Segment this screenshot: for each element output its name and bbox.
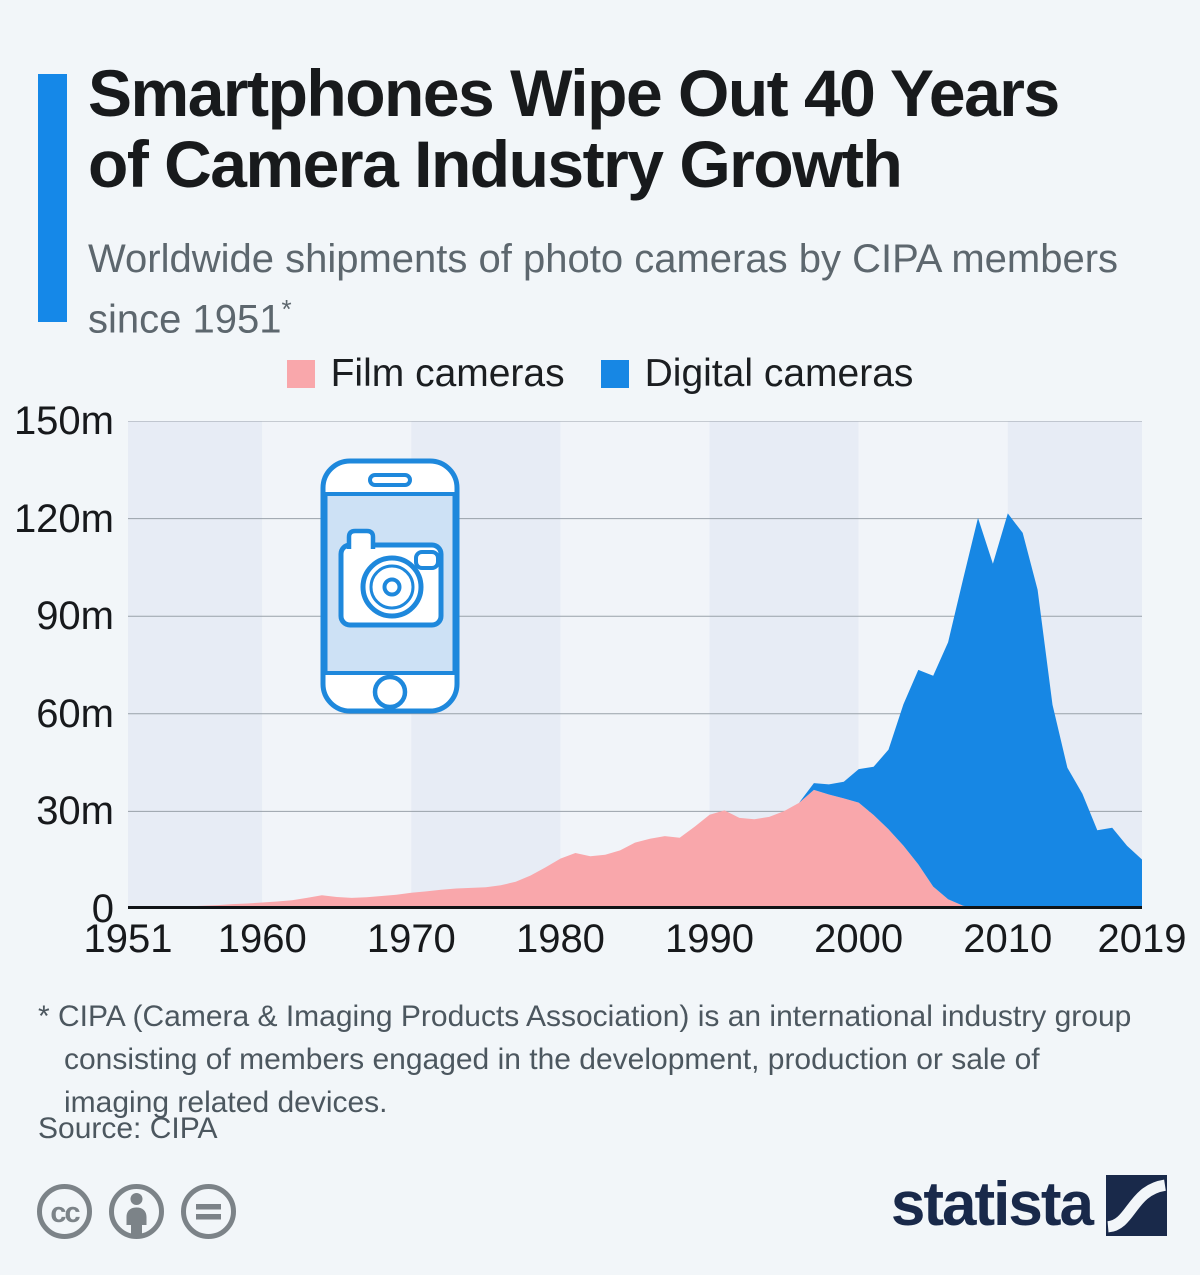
y-axis-tick-label: 90m bbox=[36, 594, 114, 639]
x-axis-tick-label: 2019 bbox=[1097, 917, 1187, 961]
legend-label: Digital cameras bbox=[644, 352, 914, 395]
y-axis-tick-label: 150m bbox=[13, 399, 114, 443]
x-axis-tick-label: 1951 bbox=[83, 917, 173, 961]
area-chart-plot bbox=[128, 421, 1142, 909]
subtitle-text: Worldwide shipments of photo cameras by … bbox=[88, 237, 1119, 342]
legend-swatch bbox=[286, 360, 315, 388]
x-axis-tick-label: 1980 bbox=[515, 917, 605, 961]
source-text: Source: CIPA bbox=[38, 1112, 218, 1145]
legend-item-digital-cameras: Digital cameras bbox=[600, 352, 914, 396]
x-axis-tick-label: 1990 bbox=[665, 917, 755, 961]
digital-cameras-area bbox=[128, 513, 1142, 909]
y-axis-tick-label: 30m bbox=[36, 789, 114, 834]
camera-flash bbox=[414, 550, 440, 570]
x-axis-tick-label: 2010 bbox=[963, 917, 1053, 961]
camera-lens-center bbox=[382, 577, 402, 597]
page-subtitle: Worldwide shipments of photo cameras by … bbox=[88, 234, 1178, 344]
page-title: Smartphones Wipe Out 40 Years of Camera … bbox=[88, 56, 1060, 201]
chart-legend: Film cameras Digital cameras bbox=[0, 352, 1200, 396]
decade-band bbox=[560, 421, 710, 909]
legend-swatch bbox=[600, 360, 629, 388]
camera-viewfinder bbox=[346, 528, 376, 549]
cc-license-icon[interactable]: cc bbox=[35, 1182, 94, 1241]
x-axis-tick-label: 2000 bbox=[814, 917, 904, 961]
camera-lens-ring bbox=[369, 564, 415, 610]
license-icons: cc bbox=[35, 1182, 238, 1241]
decade-band bbox=[128, 421, 263, 909]
legend-item-film-cameras: Film cameras bbox=[286, 352, 565, 396]
legend-label: Film cameras bbox=[330, 352, 565, 395]
title-accent-bar bbox=[38, 74, 67, 322]
footnote-text: * CIPA (Camera & Imaging Products Associ… bbox=[38, 1000, 1132, 1119]
y-axis-tick-label: 120m bbox=[13, 496, 114, 541]
attribution-icon[interactable] bbox=[107, 1182, 166, 1241]
x-axis-tick-label: 1970 bbox=[366, 917, 456, 961]
film-cameras-area bbox=[128, 789, 1142, 909]
statista-logo-mark bbox=[1106, 1174, 1167, 1236]
no-derivatives-icon[interactable] bbox=[179, 1182, 238, 1241]
statista-wordmark: statista bbox=[890, 1170, 1094, 1239]
phone-home-button bbox=[372, 674, 408, 710]
svg-text:cc: cc bbox=[50, 1197, 80, 1229]
phone-speaker bbox=[368, 473, 412, 487]
y-axis-tick-label: 0 bbox=[91, 887, 114, 931]
statista-logo[interactable]: statista bbox=[891, 1174, 1167, 1236]
footnote-marker: * bbox=[281, 294, 292, 324]
smartphone-camera-icon bbox=[320, 458, 460, 714]
x-axis-tick-label: 1960 bbox=[217, 917, 307, 961]
y-axis-tick-label: 60m bbox=[36, 691, 114, 736]
